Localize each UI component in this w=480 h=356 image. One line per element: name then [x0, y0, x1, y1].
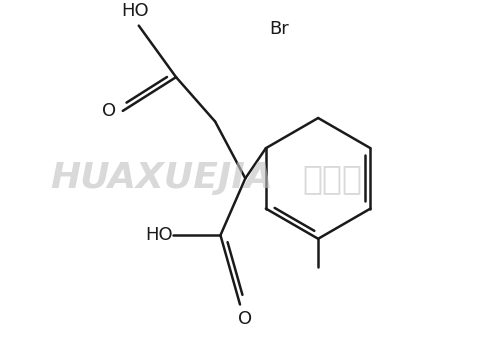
Text: HO: HO	[145, 226, 173, 244]
Text: HUAXUEJIA: HUAXUEJIA	[50, 161, 273, 195]
Text: O: O	[238, 310, 252, 328]
Text: O: O	[101, 102, 116, 120]
Text: HO: HO	[121, 2, 149, 20]
Text: 化学加: 化学加	[302, 162, 362, 195]
Text: Br: Br	[269, 20, 289, 38]
